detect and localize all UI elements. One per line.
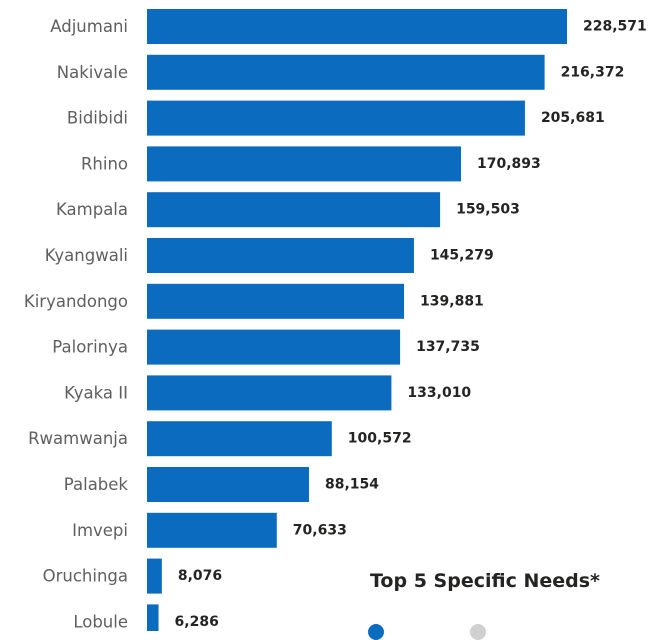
category-label-rwamwanja: Rwamwanja: [28, 429, 128, 448]
value-label-lobule: 6,286: [175, 614, 219, 630]
bar-palabek[interactable]: [147, 467, 309, 502]
category-label-kampala: Kampala: [56, 200, 128, 219]
value-label-imvepi: 70,633: [293, 522, 347, 538]
value-label-kampala: 159,503: [456, 202, 520, 218]
category-label-kiryandongo: Kiryandongo: [24, 292, 128, 311]
value-label-kyaka-ii: 133,010: [407, 385, 471, 401]
bar-imvepi[interactable]: [147, 512, 277, 548]
legend-marker-1[interactable]: [368, 624, 384, 640]
bar-nakivale[interactable]: [147, 54, 545, 90]
category-label-rhino: Rhino: [81, 154, 128, 173]
bar-kyangwali[interactable]: [147, 238, 414, 273]
category-label-imvepi: Imvepi: [72, 521, 128, 540]
bar-lobule[interactable]: [147, 604, 159, 631]
bar-palorinya[interactable]: [147, 329, 401, 365]
section-title-top-5-specific-needs: Top 5 Specific Needs*: [370, 570, 600, 592]
bar-bidibidi[interactable]: [147, 100, 525, 136]
bar-kampala[interactable]: [147, 192, 441, 228]
category-label-kyangwali: Kyangwali: [45, 246, 128, 265]
value-label-adjumani: 228,571: [583, 19, 647, 35]
value-label-nakivale: 216,372: [561, 64, 625, 80]
category-label-bidibidi: Bidibidi: [67, 109, 128, 128]
value-label-oruchinga: 8,076: [178, 568, 222, 584]
bar-kyaka-ii[interactable]: [147, 375, 392, 411]
value-label-rwamwanja: 100,572: [348, 431, 412, 447]
value-label-palabek: 88,154: [325, 477, 379, 493]
bar-adjumani[interactable]: [147, 9, 567, 44]
value-label-bidibidi: 205,681: [541, 110, 605, 126]
value-label-palorinya: 137,735: [416, 339, 480, 355]
value-label-kiryandongo: 139,881: [420, 293, 484, 309]
category-label-palabek: Palabek: [64, 475, 129, 494]
category-label-nakivale: Nakivale: [57, 63, 128, 82]
category-label-oruchinga: Oruchinga: [43, 567, 128, 586]
value-label-kyangwali: 145,279: [430, 248, 494, 264]
bar-kiryandongo[interactable]: [147, 283, 405, 319]
category-label-kyaka-ii: Kyaka II: [64, 383, 128, 402]
category-label-lobule: Lobule: [73, 612, 128, 631]
value-label-rhino: 170,893: [477, 156, 541, 172]
bar-rhino[interactable]: [147, 146, 462, 182]
bar-rwamwanja[interactable]: [147, 421, 332, 457]
legend-marker-2[interactable]: [470, 624, 486, 640]
category-label-palorinya: Palorinya: [52, 338, 128, 357]
bar-oruchinga[interactable]: [147, 558, 162, 594]
category-label-adjumani: Adjumani: [50, 17, 128, 36]
